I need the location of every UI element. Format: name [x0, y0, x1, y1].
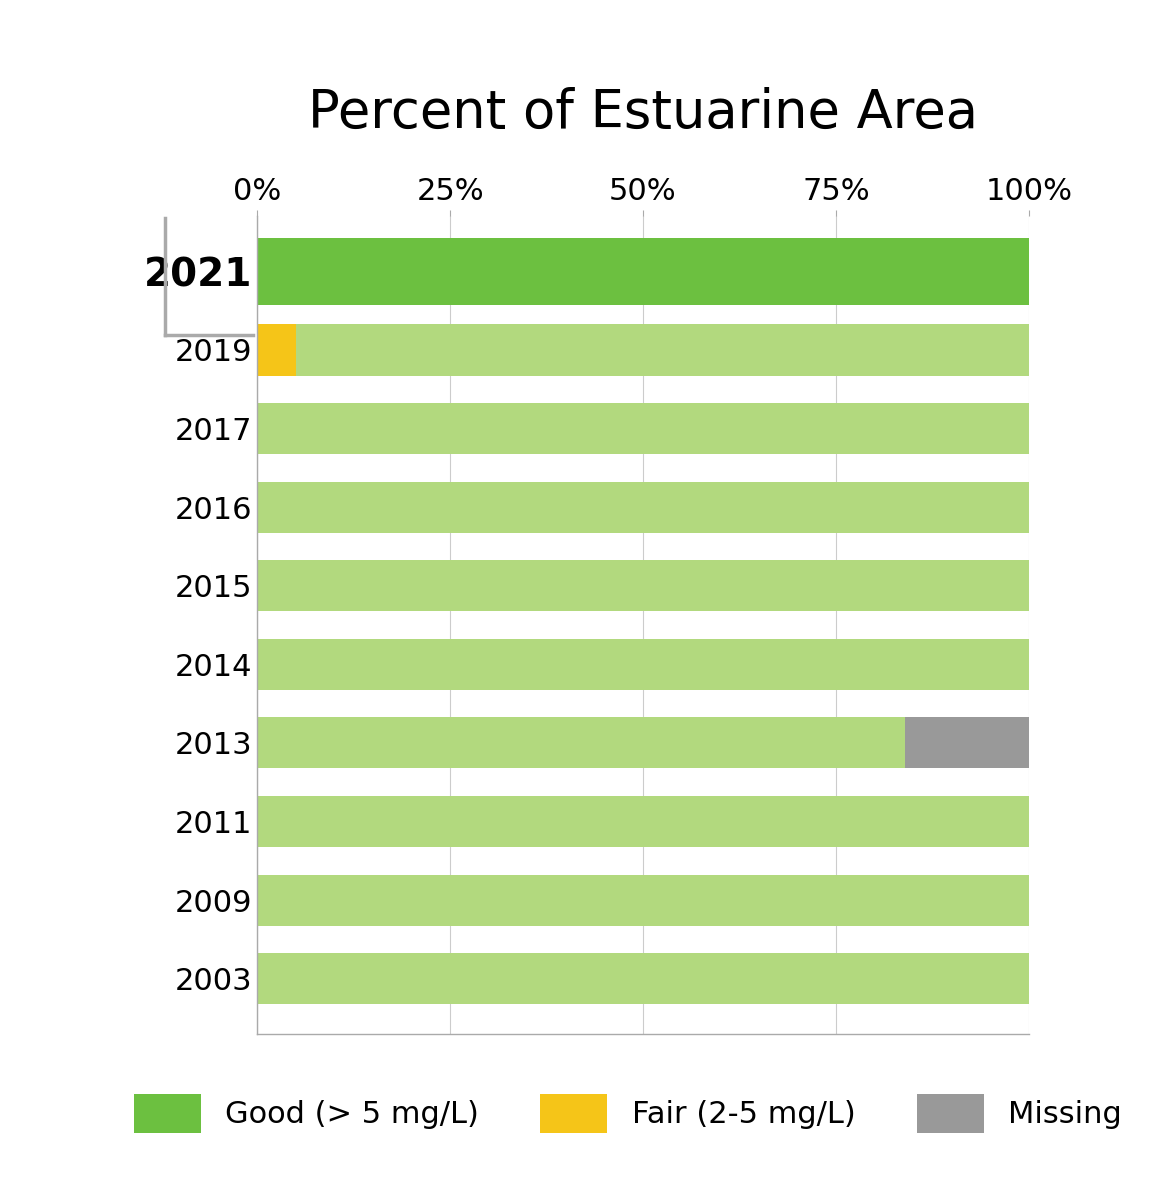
Bar — [257, 482, 1029, 532]
Bar — [257, 325, 296, 375]
Legend: Good (> 5 mg/L), Fair (2-5 mg/L), Missing: Good (> 5 mg/L), Fair (2-5 mg/L), Missin… — [133, 1094, 1122, 1132]
Bar — [257, 875, 1029, 926]
Bar — [257, 560, 1029, 612]
Bar — [257, 953, 1029, 1004]
Bar — [257, 238, 1029, 305]
Bar — [257, 796, 1029, 847]
Bar — [905, 718, 1029, 768]
Bar — [296, 325, 1029, 375]
Bar — [257, 403, 1029, 454]
Bar — [257, 638, 1029, 690]
Title: Percent of Estuarine Area: Percent of Estuarine Area — [307, 88, 978, 139]
Bar — [257, 718, 905, 768]
